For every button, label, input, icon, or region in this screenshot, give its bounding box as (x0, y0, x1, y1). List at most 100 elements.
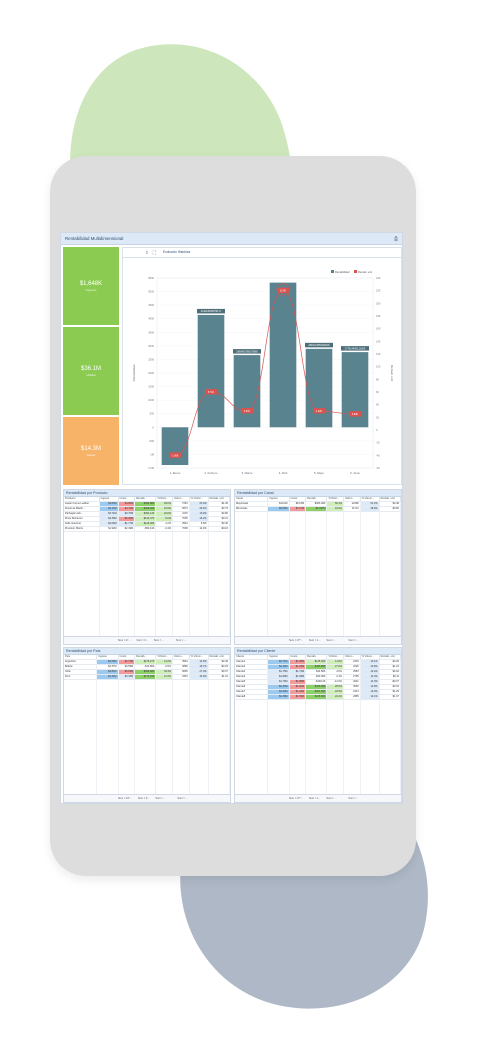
column-header[interactable]: País (64, 655, 98, 659)
column-header[interactable]: Volum... (344, 655, 361, 659)
table-cell: $2.38M (99, 517, 119, 521)
table-row[interactable]: Pinos Monterrei $2.38M $2.40M $144.37K 8.0% 7… (64, 517, 230, 522)
column-header[interactable]: Cliente (235, 655, 269, 659)
table-cell: $1.29 (380, 690, 401, 694)
table-row[interactable]: Cliente6 $2.43M $1.60M $413.38K 28.0% 3060 12.… (235, 685, 401, 690)
table-cell: 3334 (173, 675, 190, 679)
column-header[interactable]: Rentab. unit (380, 497, 401, 501)
column-header[interactable]: Ingreso (268, 497, 290, 501)
table-row[interactable]: Minoristas $9.55M $7.17M $1.097M 44.0% 11710 4… (235, 507, 401, 512)
column-header[interactable]: Canal (235, 497, 269, 501)
column-header[interactable]: Rentab... (306, 655, 328, 659)
table-cell: Cliente3 (235, 670, 269, 674)
table-row[interactable]: Assam Ferne Leather $4.60M $4.80M $334.88K 2… (64, 502, 230, 507)
table-cell: 34.5% (189, 675, 209, 679)
column-header[interactable]: Costo (119, 497, 136, 501)
table-cell: Cliente4 (235, 675, 269, 679)
table-row[interactable]: Finest de Martín... $4.13M $4.72M $326.48K 2… (64, 507, 230, 512)
column-line (235, 502, 269, 636)
table-cell: $0.80 (209, 512, 230, 516)
table-cell: -$14.86K (135, 665, 157, 669)
table-row[interactable]: Mayoristas $19.4M $15.8M $363.48K 56.1% 12298… (235, 502, 401, 507)
table-cell: Premium Sforza (64, 527, 100, 531)
column-header[interactable]: % Rent... (156, 497, 174, 501)
column-header[interactable]: % Volum... (361, 497, 380, 501)
table-row[interactable]: Argentina $3.06M $2.74M $276.27K 11.0% 3524 14… (64, 660, 230, 665)
table-cell: $144.37K (135, 517, 157, 521)
table-cell: 2414 (344, 690, 361, 694)
table-cell: $1.01 (209, 675, 230, 679)
column-line (209, 660, 230, 794)
column-header[interactable]: % Rent... (327, 497, 345, 501)
table-cell: $0.21 (209, 517, 230, 521)
column-header[interactable]: % Volum... (190, 655, 209, 659)
column-header[interactable]: Volum... (344, 497, 361, 501)
column-header[interactable]: Ingreso (100, 497, 119, 501)
column-header[interactable]: Rentab... (135, 655, 157, 659)
column-header[interactable]: Rentab... (135, 497, 157, 501)
table-row[interactable]: Cliente2 $2.40M $1.05M $493.85K 27.0% 2226 10.… (235, 665, 401, 670)
table-row[interactable]: Falte Gourmet $2.08M $1.77M $126.48K 2.2% 254… (64, 522, 230, 527)
table-cell: 11710 (344, 507, 361, 511)
kpi-card-gastos[interactable]: $14.3M Gastos (63, 417, 119, 485)
table-row[interactable]: Cliente3 $1.75M $1.73M $14.58K 2.0% 2563 12.4%… (235, 670, 401, 675)
table-cell: 22.8% (156, 512, 174, 516)
column-header[interactable]: % Volum... (361, 655, 380, 659)
column-header[interactable]: Rentab. unit (209, 497, 230, 501)
column-header[interactable]: Costo (119, 655, 136, 659)
column-header[interactable]: Rentab. unit (380, 655, 401, 659)
y2-tick-label: 60 (376, 390, 379, 394)
kpi-card-ingresos[interactable]: $1,648K Ingresos (63, 247, 119, 325)
column-header[interactable]: Costo (290, 497, 307, 501)
kpi-column: $1,648K Ingresos $36.1M Utilidad $14.3M … (63, 247, 119, 485)
table-row[interactable]: Cliente5 $1.76M $1.88M -$139.2K -12.0% 2021 11… (235, 680, 401, 685)
table-title: Rentabilidad por Canal (235, 490, 401, 497)
table-cell: Parhogain Adi... (64, 512, 100, 516)
legend-label-rentabilidad: Rentabilidad (335, 270, 350, 274)
column-header[interactable]: % Rent... (156, 655, 174, 659)
column-header[interactable]: Costo (290, 655, 307, 659)
table-row[interactable]: Chile $4.81M $6.83M $306.48K 33.4% 6605 27.0% $… (64, 670, 230, 675)
column-header[interactable]: Rentab. unit (209, 655, 230, 659)
tab-evolucion-historica[interactable]: Evolución Histórica (163, 250, 191, 254)
table-cell: $20.28K (306, 675, 328, 679)
column-header[interactable]: Ingreso (268, 655, 290, 659)
table-cell: $4.81M (97, 670, 119, 674)
table-cell: $4.13M (99, 507, 119, 511)
column-header[interactable]: Volum... (173, 655, 190, 659)
table-cell: $3.06M (97, 660, 119, 664)
footer-total: Sum = ... (176, 639, 187, 642)
bar (197, 314, 225, 428)
y2-tick-label: 40 (376, 403, 379, 407)
column-header[interactable]: % Rent... (327, 655, 345, 659)
export-icon[interactable]: ⇪ (145, 250, 149, 255)
column-header[interactable]: % Volum... (190, 497, 209, 501)
table-row[interactable]: Cliente4 $1.89M $1.69M $20.28K 2.1% 2705 11.3%… (235, 675, 401, 680)
table-row[interactable]: Cliente8 $2.38M $1.56M $315.86K 22.2% 2685 12.… (235, 695, 401, 700)
table-cell: Cliente8 (235, 695, 269, 699)
table-cell: Pinos Monterrei (64, 517, 100, 521)
table-cell: $1.73M (289, 670, 307, 674)
column-header[interactable]: Producto (64, 497, 100, 501)
footer-total: Sum = 0... (137, 797, 150, 800)
table-cell: $334.88K (135, 502, 157, 506)
y2-tick-label: 20 (376, 415, 379, 419)
table-cell: 12.4% (190, 527, 209, 531)
column-header[interactable]: Volum... (173, 497, 190, 501)
table-row[interactable]: Cliente1 $2.71M $1.95M $135.46K 11.9% 2203 10.… (235, 660, 401, 665)
table-cell: $4.80M (118, 502, 136, 506)
expand-icon[interactable]: ⛶ (152, 250, 156, 255)
table-row[interactable]: Premium Sforza $1.90M $2.49M -$50.41K -0.4% 7… (64, 527, 230, 532)
table-row[interactable]: Parhogain Adi... $3.74M $3.76M $392.13K 22.8… (64, 512, 230, 517)
table-cell: $1.95M (289, 660, 307, 664)
print-icon[interactable]: ⎙ (393, 235, 398, 242)
table-row[interactable]: Perú $4.32M $3.33M $773.63K 47.2% 3334 34.5% $1… (64, 675, 230, 680)
kpi-card-utilidad[interactable]: $36.1M Utilidad (63, 327, 119, 415)
table-cell: 2.0% (327, 670, 345, 674)
table-row[interactable]: Bolivia $3.37M $3.59M -$14.86K -0.5% 3896 15.7… (64, 665, 230, 670)
table-cell: $301.39K (306, 690, 328, 694)
column-header[interactable]: Rentab... (306, 497, 328, 501)
column-header[interactable]: Ingreso (97, 655, 119, 659)
table-cell: 11.3% (360, 675, 380, 679)
table-row[interactable]: Cliente7 $2.09M $1.18M $301.39K 22.5% 2414 10.… (235, 690, 401, 695)
